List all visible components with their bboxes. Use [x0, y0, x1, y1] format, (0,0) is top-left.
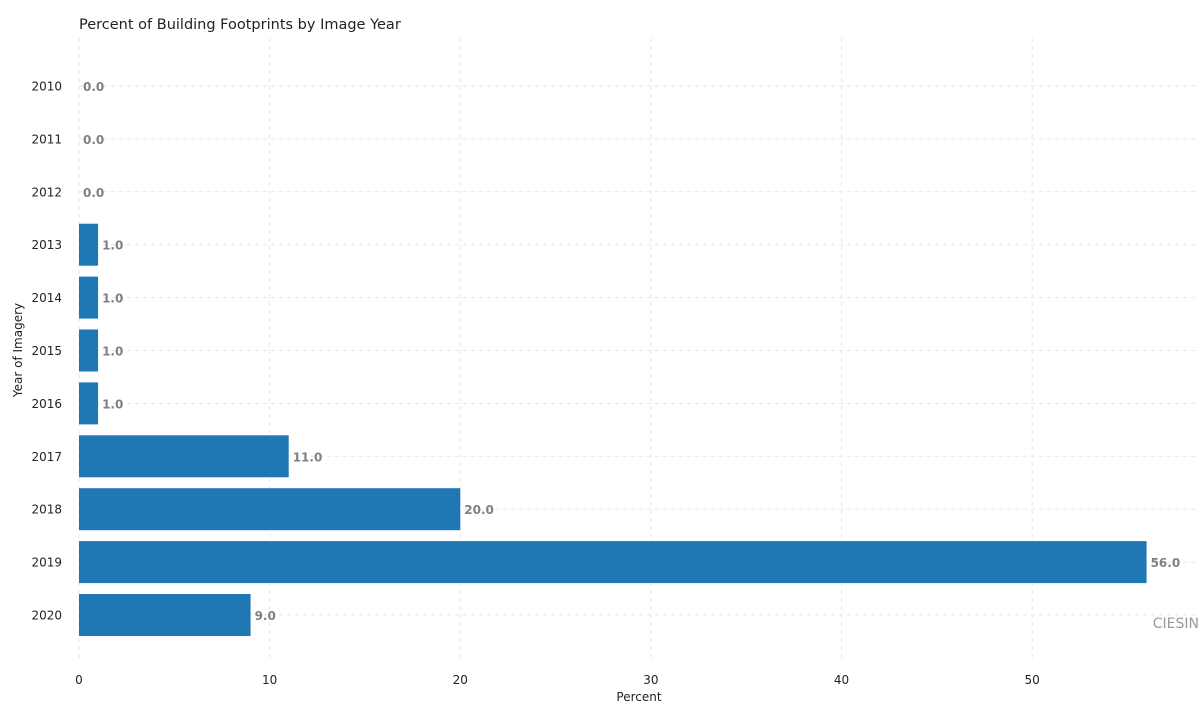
y-tick-label: 2015: [31, 344, 62, 358]
data-label-2018: 20.0: [464, 503, 494, 517]
data-label-2011: 0.0: [83, 133, 104, 147]
x-tick-label: 40: [834, 673, 849, 687]
y-axis-label: Year of Imagery: [11, 303, 25, 398]
y-tick-label: 2010: [31, 80, 62, 94]
data-label-2017: 11.0: [293, 450, 323, 464]
y-tick-label: 2016: [31, 397, 62, 411]
x-tick-label: 10: [262, 673, 277, 687]
x-tick-label: 30: [643, 673, 658, 687]
y-tick-label: 2017: [31, 450, 62, 464]
x-tick-label: 20: [453, 673, 468, 687]
bar-2015: [79, 329, 99, 372]
y-tick-labels: 2010 2011 2012 2013 2014 2015 2016 2017 2018 2019…: [31, 80, 62, 623]
data-label-2010: 0.0: [83, 80, 104, 94]
y-tick-label: 2013: [31, 238, 62, 252]
x-tick-labels: 0 10 20 30 40 50: [75, 673, 1040, 687]
data-label-2014: 1.0: [102, 292, 123, 306]
data-label-2015: 1.0: [102, 345, 123, 359]
x-axis-label: Percent: [616, 690, 661, 702]
watermark: CIESIN: [1153, 616, 1199, 632]
bar-2016: [79, 382, 99, 425]
data-label-2013: 1.0: [102, 239, 123, 253]
bar-2020: [79, 594, 251, 636]
x-tick-label: 50: [1025, 673, 1040, 687]
y-tick-label: 2020: [31, 609, 62, 623]
data-label-2012: 0.0: [83, 186, 104, 200]
data-label-2016: 1.0: [102, 397, 123, 411]
data-labels-layer: 0.0 0.0 0.0 1.0 1.0 1.0 1.0 11.0 20.0 56.0 9.0: [83, 80, 1180, 623]
chart-title: Percent of Building Footprints by Image …: [79, 17, 401, 33]
y-tick-label: 2014: [31, 291, 62, 305]
x-tick-label: 0: [75, 673, 83, 687]
y-tick-label: 2019: [31, 556, 62, 570]
y-tick-label: 2018: [31, 503, 62, 517]
data-label-2020: 9.0: [255, 609, 276, 623]
bar-2018: [79, 488, 461, 531]
bar-2017: [79, 435, 289, 478]
bars-layer: [79, 223, 1147, 636]
bar-2013: [79, 223, 99, 266]
bar-2014: [79, 276, 99, 319]
data-label-2019: 56.0: [1151, 556, 1181, 570]
bar-2019: [79, 541, 1147, 584]
y-tick-label: 2011: [31, 132, 62, 146]
y-tick-label: 2012: [31, 185, 62, 199]
